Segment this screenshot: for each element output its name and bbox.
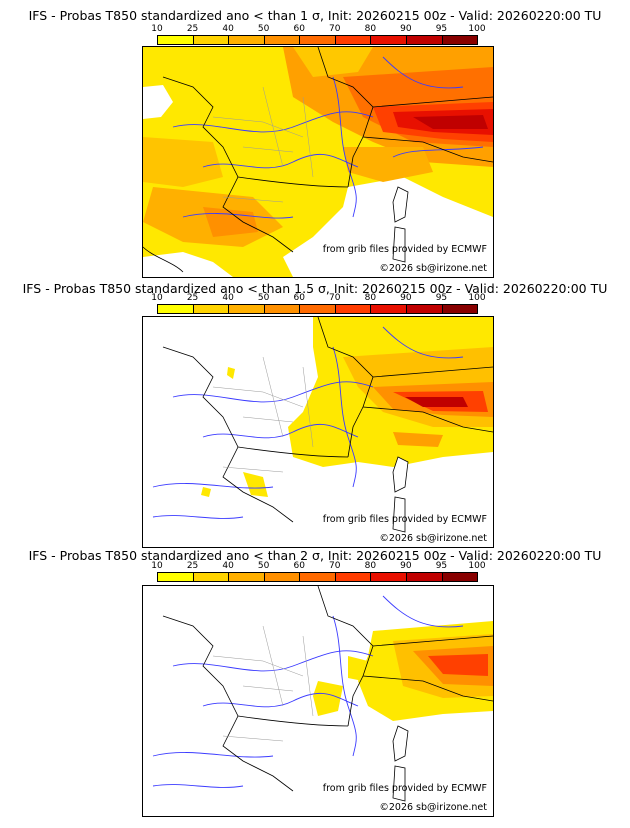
colorbar-segment xyxy=(300,36,336,44)
colorbar-tick-label: 95 xyxy=(435,293,448,303)
colorbar-segment xyxy=(371,305,407,313)
colorbar-segment xyxy=(300,573,336,581)
colorbar-tick-label: 70 xyxy=(329,24,341,34)
colorbar-tick-label: 90 xyxy=(400,293,412,303)
colorbar-segment xyxy=(406,305,443,313)
colorbar-segment xyxy=(264,573,301,581)
colorbar-segment xyxy=(193,305,230,313)
panel-2-map: from grib files provided by ECMWF ©2026 … xyxy=(142,316,494,548)
colorbar-tick-label: 10 xyxy=(151,24,163,34)
colorbar-tick-label: 40 xyxy=(222,24,234,34)
colorbar-tick-label: 80 xyxy=(364,293,377,303)
colorbar-segment xyxy=(264,36,301,44)
panel-1-copyright: ©2026 sb@irizone.net xyxy=(379,263,487,274)
colorbar-segment xyxy=(442,305,478,313)
colorbar-tick-label: 80 xyxy=(364,24,377,34)
colorbar-segment xyxy=(406,573,443,581)
colorbar-tick-label: 60 xyxy=(293,561,305,571)
panel-1-colorbar xyxy=(157,35,478,45)
colorbar-segment xyxy=(300,305,336,313)
colorbar-segment xyxy=(158,573,194,581)
colorbar-segment xyxy=(264,305,301,313)
colorbar-segment xyxy=(229,36,265,44)
colorbar-segment xyxy=(442,573,478,581)
panel-1-map-canvas xyxy=(143,47,493,277)
colorbar-tick-label: 50 xyxy=(257,293,270,303)
colorbar-tick-label: 10 xyxy=(151,561,163,571)
colorbar-tick-label: 95 xyxy=(435,561,448,571)
panel-3-colorbar xyxy=(157,572,478,582)
colorbar-tick-label: 70 xyxy=(329,293,341,303)
colorbar-segment xyxy=(371,573,407,581)
colorbar-tick-label: 25 xyxy=(186,24,199,34)
colorbar-tick-label: 100 xyxy=(468,293,486,303)
colorbar-segment xyxy=(335,36,372,44)
colorbar-tick-label: 100 xyxy=(468,561,486,571)
colorbar-segment xyxy=(335,573,372,581)
panel-2-colorbar xyxy=(157,304,478,314)
colorbar-tick-label: 60 xyxy=(293,293,305,303)
colorbar-tick-label: 40 xyxy=(222,561,234,571)
panel-2-source-note: from grib files provided by ECMWF xyxy=(322,514,487,525)
panel-3-copyright: ©2026 sb@irizone.net xyxy=(379,802,487,813)
panel-3-colorbar-ticks: 10 25 40 50 60 70 80 90 95 100 xyxy=(151,561,485,571)
panel-3-map: from grib files provided by ECMWF ©2026 … xyxy=(142,585,494,817)
colorbar-segment xyxy=(229,305,265,313)
colorbar-tick-label: 80 xyxy=(364,561,377,571)
colorbar-segment xyxy=(442,36,478,44)
panel-1-colorbar-ticks: 10 25 40 50 60 70 80 90 95 100 xyxy=(151,24,485,34)
colorbar-tick-label: 25 xyxy=(186,561,199,571)
colorbar-segment xyxy=(371,36,407,44)
colorbar-segment xyxy=(193,36,230,44)
colorbar-tick-label: 50 xyxy=(257,561,270,571)
panel-3-map-canvas xyxy=(143,586,493,816)
colorbar-tick-label: 95 xyxy=(435,24,448,34)
colorbar-tick-label: 100 xyxy=(468,24,486,34)
panel-2-copyright: ©2026 sb@irizone.net xyxy=(379,533,487,544)
colorbar-tick-label: 10 xyxy=(151,293,163,303)
colorbar-tick-label: 25 xyxy=(186,293,199,303)
colorbar-tick-label: 50 xyxy=(257,24,270,34)
colorbar-segment xyxy=(406,36,443,44)
panel-3-source-note: from grib files provided by ECMWF xyxy=(322,783,487,794)
panel-1-map: from grib files provided by ECMWF ©2026 … xyxy=(142,46,494,278)
panel-2-title: IFS - Probas T850 standardized ano < tha… xyxy=(22,281,608,296)
panel-2-map-canvas xyxy=(143,317,493,547)
colorbar-segment xyxy=(229,573,265,581)
colorbar-segment xyxy=(158,305,194,313)
colorbar-segment xyxy=(335,305,372,313)
colorbar-tick-label: 60 xyxy=(293,24,305,34)
colorbar-segment xyxy=(193,573,230,581)
colorbar-segment xyxy=(158,36,194,44)
panel-2-colorbar-ticks: 10 25 40 50 60 70 80 90 95 100 xyxy=(151,293,485,303)
colorbar-tick-label: 90 xyxy=(400,561,412,571)
colorbar-tick-label: 40 xyxy=(222,293,234,303)
panel-3-title: IFS - Probas T850 standardized ano < tha… xyxy=(28,548,602,563)
colorbar-tick-label: 70 xyxy=(329,561,341,571)
panel-1-title: IFS - Probas T850 standardized ano < tha… xyxy=(28,8,602,23)
colorbar-tick-label: 90 xyxy=(400,24,412,34)
panel-1-source-note: from grib files provided by ECMWF xyxy=(322,244,487,255)
